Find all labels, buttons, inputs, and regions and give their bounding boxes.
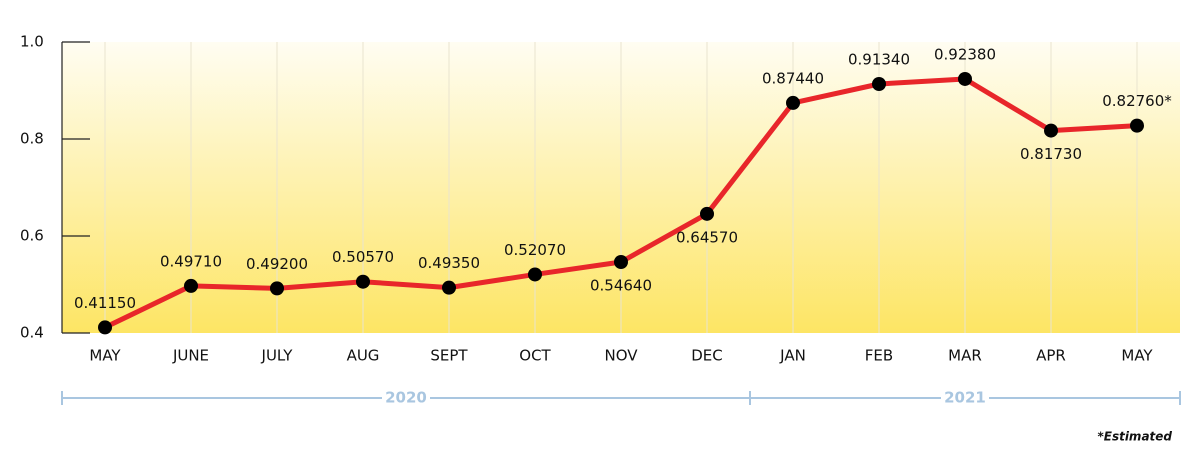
data-label: 0.92380: [934, 45, 996, 63]
data-label: 0.82760*: [1102, 92, 1172, 110]
marker: [528, 267, 542, 282]
year-label-bg: [941, 388, 989, 408]
y-tick-label: 1.0: [20, 33, 44, 51]
marker: [1130, 118, 1144, 133]
marker: [614, 254, 628, 269]
marker: [786, 95, 800, 110]
x-tick-label: FEB: [865, 347, 893, 365]
data-label: 0.81730: [1020, 145, 1082, 163]
data-label: 0.54640: [590, 276, 652, 294]
year-label-bg: [382, 388, 430, 408]
marker: [872, 77, 886, 92]
data-label: 0.87440: [762, 69, 824, 87]
note: *Estimated: [1097, 430, 1172, 444]
x-tick-label: JULY: [261, 347, 294, 365]
marker: [356, 274, 370, 289]
data-label: 0.52070: [504, 241, 566, 259]
data-label: 0.49350: [418, 254, 480, 272]
marker: [184, 278, 198, 293]
x-tick-label: JUNE: [172, 347, 209, 365]
y-tick-label: 0.6: [20, 227, 44, 245]
data-label: 0.64570: [676, 228, 738, 246]
x-tick-label: DEC: [691, 347, 723, 365]
marker: [270, 281, 284, 296]
data-label: 0.50570: [332, 248, 394, 266]
x-tick-label: OCT: [519, 347, 551, 365]
x-tick-label: AUG: [347, 347, 380, 365]
x-tick-label: MAR: [948, 347, 982, 365]
y-tick-label: 0.8: [20, 130, 44, 148]
y-tick-label: 0.4: [20, 324, 44, 342]
data-label: 0.91340: [848, 51, 910, 69]
data-label: 0.49710: [160, 252, 222, 270]
marker: [958, 71, 972, 86]
x-tick-label: NOV: [604, 347, 638, 365]
data-label: 0.41150: [74, 294, 136, 312]
year-label: 2020: [385, 389, 427, 407]
data-label: 0.49200: [246, 255, 308, 273]
x-tick-label: MAY: [1121, 347, 1153, 365]
marker: [700, 206, 714, 221]
year-label: 2021: [944, 389, 986, 407]
x-tick-label: MAY: [89, 347, 121, 365]
x-tick-label: SEPT: [430, 347, 468, 365]
marker: [1044, 123, 1058, 138]
x-tick-label: JAN: [779, 347, 806, 365]
marker: [442, 280, 456, 295]
x-tick-label: APR: [1036, 347, 1066, 365]
marker: [98, 320, 112, 335]
